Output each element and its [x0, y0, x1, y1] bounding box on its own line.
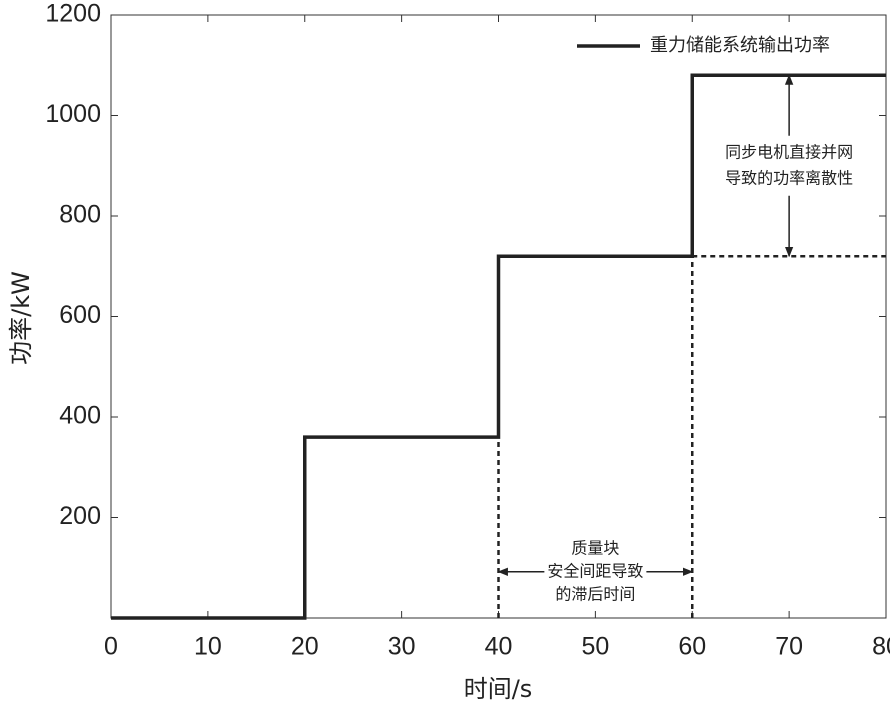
x-tick-label: 50	[581, 633, 609, 661]
x-tick-label: 0	[104, 633, 118, 661]
x-tick-label: 30	[388, 633, 416, 661]
annotation-text: 安全间距导致	[547, 561, 643, 580]
x-tick-label: 60	[678, 633, 706, 661]
x-tick-label: 80	[872, 633, 890, 661]
x-tick-label: 10	[194, 633, 222, 661]
y-tick-label: 1200	[45, 0, 101, 28]
y-tick-label: 400	[59, 402, 101, 430]
x-tick-label: 70	[775, 633, 803, 661]
annotation-text: 同步电机直接并网	[725, 142, 853, 161]
y-axis-label: 功率/kW	[7, 271, 35, 365]
y-tick-label: 800	[59, 201, 101, 229]
legend-label: 重力储能系统输出功率	[650, 35, 830, 56]
data-line	[111, 73, 886, 620]
y-tick-label: 1000	[45, 100, 101, 128]
x-axis-label: 时间/s	[464, 675, 533, 703]
y-tick-label: 200	[59, 502, 101, 530]
annotation-text: 的滞后时间	[555, 584, 635, 603]
annotation-text: 导致的功率离散性	[725, 168, 853, 187]
annotation-text: 质量块	[571, 538, 619, 557]
y-tick-label: 600	[59, 301, 101, 329]
x-tick-label: 20	[291, 633, 319, 661]
x-tick-label: 40	[485, 633, 513, 661]
